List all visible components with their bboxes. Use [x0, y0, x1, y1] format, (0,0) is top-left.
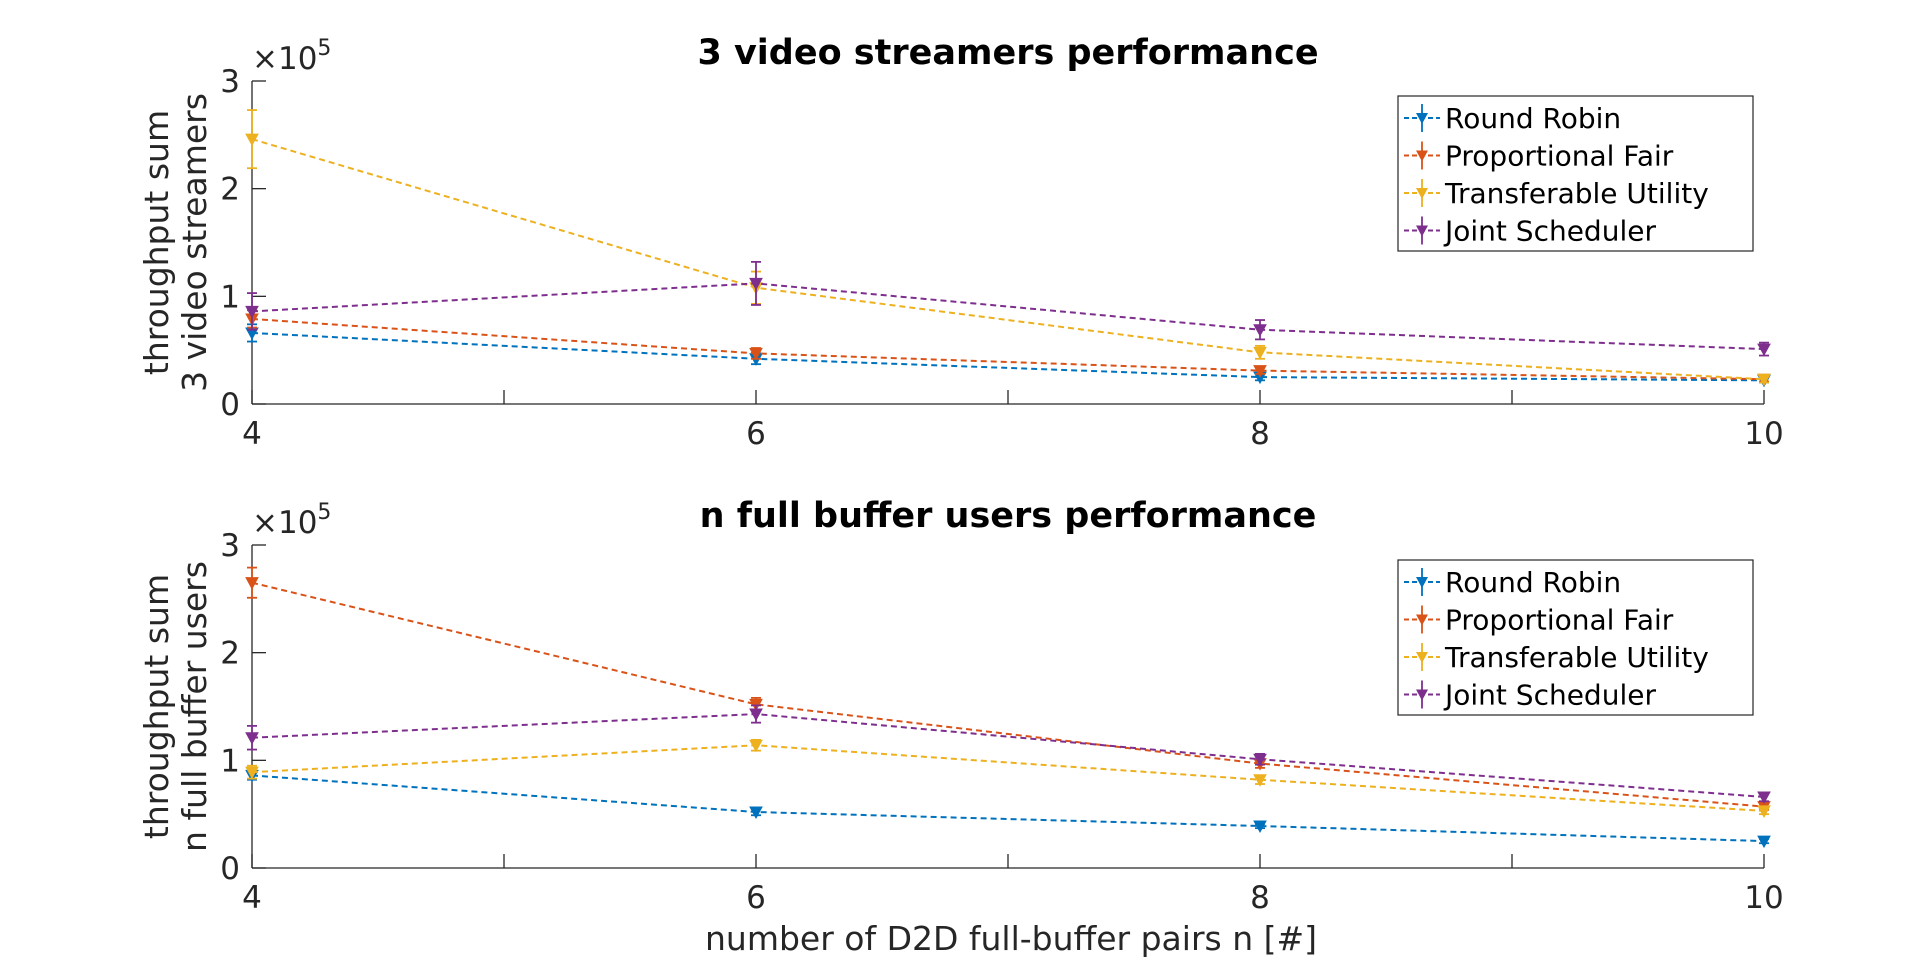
series-transferable-utility	[245, 738, 1771, 818]
y-tick-label: 2	[220, 636, 240, 672]
series-joint-scheduler	[245, 260, 1771, 357]
legend-swatch-marker	[1416, 652, 1428, 663]
legend-item-joint-scheduler: Joint Scheduler	[1404, 679, 1656, 712]
data-point-marker	[1757, 835, 1771, 849]
y-axis-label-line: 3 video streamers	[175, 93, 214, 392]
legend-swatch-marker	[1416, 150, 1428, 162]
y-tick-label: 0	[220, 387, 240, 423]
legend-item-proportional-fair: Proportional Fair	[1404, 140, 1674, 173]
legend-item-proportional-fair: Proportional Fair	[1404, 604, 1674, 637]
legend-label: Round Robin	[1445, 566, 1621, 599]
panel-full-buffer-users: n full buffer users performance 4 6 8 10 0 1 2 3…	[137, 496, 1784, 916]
y-tick-label: 3	[220, 64, 240, 100]
legend-box	[1397, 559, 1754, 716]
legend-label: Proportional Fair	[1445, 140, 1674, 173]
y-axis-label: throughput sum3 video streamers	[137, 93, 214, 392]
legend-label: Joint Scheduler	[1443, 679, 1656, 712]
y-exponent-power: 5	[317, 36, 331, 61]
y-axis-label-line: throughput sum	[137, 574, 176, 839]
legend-label: Joint Scheduler	[1443, 215, 1656, 248]
y-tick-label: 3	[220, 528, 240, 564]
series-line	[251, 774, 1765, 843]
chart-title: n full buffer users performance	[700, 496, 1317, 536]
legend-swatch-marker	[1416, 577, 1428, 588]
x-tick-label: 4	[242, 880, 262, 916]
data-point-marker	[1253, 774, 1267, 787]
series-line	[251, 331, 1765, 382]
data-point-marker	[1253, 324, 1267, 337]
series-line	[251, 581, 1765, 808]
data-point-marker	[245, 766, 259, 780]
legend-swatch-marker	[1416, 689, 1428, 701]
x-tick-label: 6	[746, 880, 766, 916]
series-line	[251, 138, 1765, 381]
data-point-marker	[1253, 346, 1267, 360]
legend-swatch-marker	[1416, 188, 1428, 199]
panel-video-streamers: 3 video streamers performance 4 6 8 10 0 1 2 3 ×1…	[137, 33, 1784, 452]
legend: Round Robin Proportional Fair Transferable…	[1397, 559, 1754, 716]
series-line	[251, 713, 1765, 798]
x-tick-label: 8	[1250, 416, 1270, 452]
legend-swatch-marker	[1416, 614, 1428, 626]
chart-title: 3 video streamers performance	[697, 33, 1318, 73]
legend-item-transferable-utility: Transferable Utility	[1404, 641, 1709, 674]
y-axis-label-line: throughput sum	[137, 110, 176, 375]
y-axis-label-line: n full buffer users	[175, 561, 214, 852]
data-point-marker	[245, 577, 259, 590]
data-point-marker	[1757, 791, 1771, 804]
legend: Round Robin Proportional Fair Transferable…	[1397, 95, 1754, 252]
data-point-marker	[245, 305, 259, 319]
series-round-robin	[245, 769, 1771, 849]
y-exponent-label: ×105	[252, 36, 331, 77]
legend-item-round-robin: Round Robin	[1404, 566, 1621, 599]
x-axis-label: number of D2D full-buffer pairs n [#]	[705, 919, 1317, 958]
data-point-marker	[245, 133, 259, 147]
data-point-marker	[1757, 343, 1771, 357]
data-point-marker	[245, 732, 259, 745]
data-point-marker	[749, 708, 763, 722]
legend-item-transferable-utility: Transferable Utility	[1404, 177, 1709, 210]
y-tick-label: 0	[220, 851, 240, 887]
legend-swatch-marker	[1416, 225, 1428, 237]
x-tick-label: 10	[1744, 416, 1783, 452]
x-tick-label: 8	[1250, 880, 1270, 916]
data-point-marker	[1253, 820, 1267, 834]
series-joint-scheduler	[245, 704, 1771, 804]
data-point-marker	[749, 806, 763, 820]
legend-item-joint-scheduler: Joint Scheduler	[1404, 215, 1656, 248]
data-point-marker	[1757, 373, 1771, 387]
data-point-marker	[1253, 753, 1267, 767]
legend-label: Transferable Utility	[1444, 177, 1709, 210]
legend-label: Proportional Fair	[1445, 604, 1674, 637]
legend-label: Transferable Utility	[1444, 641, 1709, 674]
data-point-marker	[749, 347, 763, 361]
data-point-marker	[1253, 365, 1267, 378]
data-point-marker	[749, 277, 763, 291]
data-point-marker	[1757, 805, 1771, 818]
y-exponent-power: 5	[317, 500, 331, 525]
x-tick-label: 10	[1744, 880, 1783, 916]
y-tick-label: 1	[220, 279, 240, 315]
x-tick-label: 4	[242, 416, 262, 452]
legend-box	[1397, 95, 1754, 252]
y-tick-label: 2	[220, 172, 240, 208]
x-tick-label: 6	[746, 416, 766, 452]
legend-label: Round Robin	[1445, 102, 1621, 135]
legend-item-round-robin: Round Robin	[1404, 102, 1621, 135]
series-line	[251, 744, 1765, 812]
series-line	[251, 282, 1765, 351]
y-tick-label: 1	[220, 743, 240, 779]
y-exponent-label: ×105	[252, 500, 331, 541]
data-point-marker	[749, 739, 763, 753]
legend-swatch-marker	[1416, 113, 1428, 124]
series-line	[251, 317, 1765, 381]
series-proportional-fair	[245, 309, 1771, 387]
y-axis-label: throughput sumn full buffer users	[137, 561, 214, 852]
